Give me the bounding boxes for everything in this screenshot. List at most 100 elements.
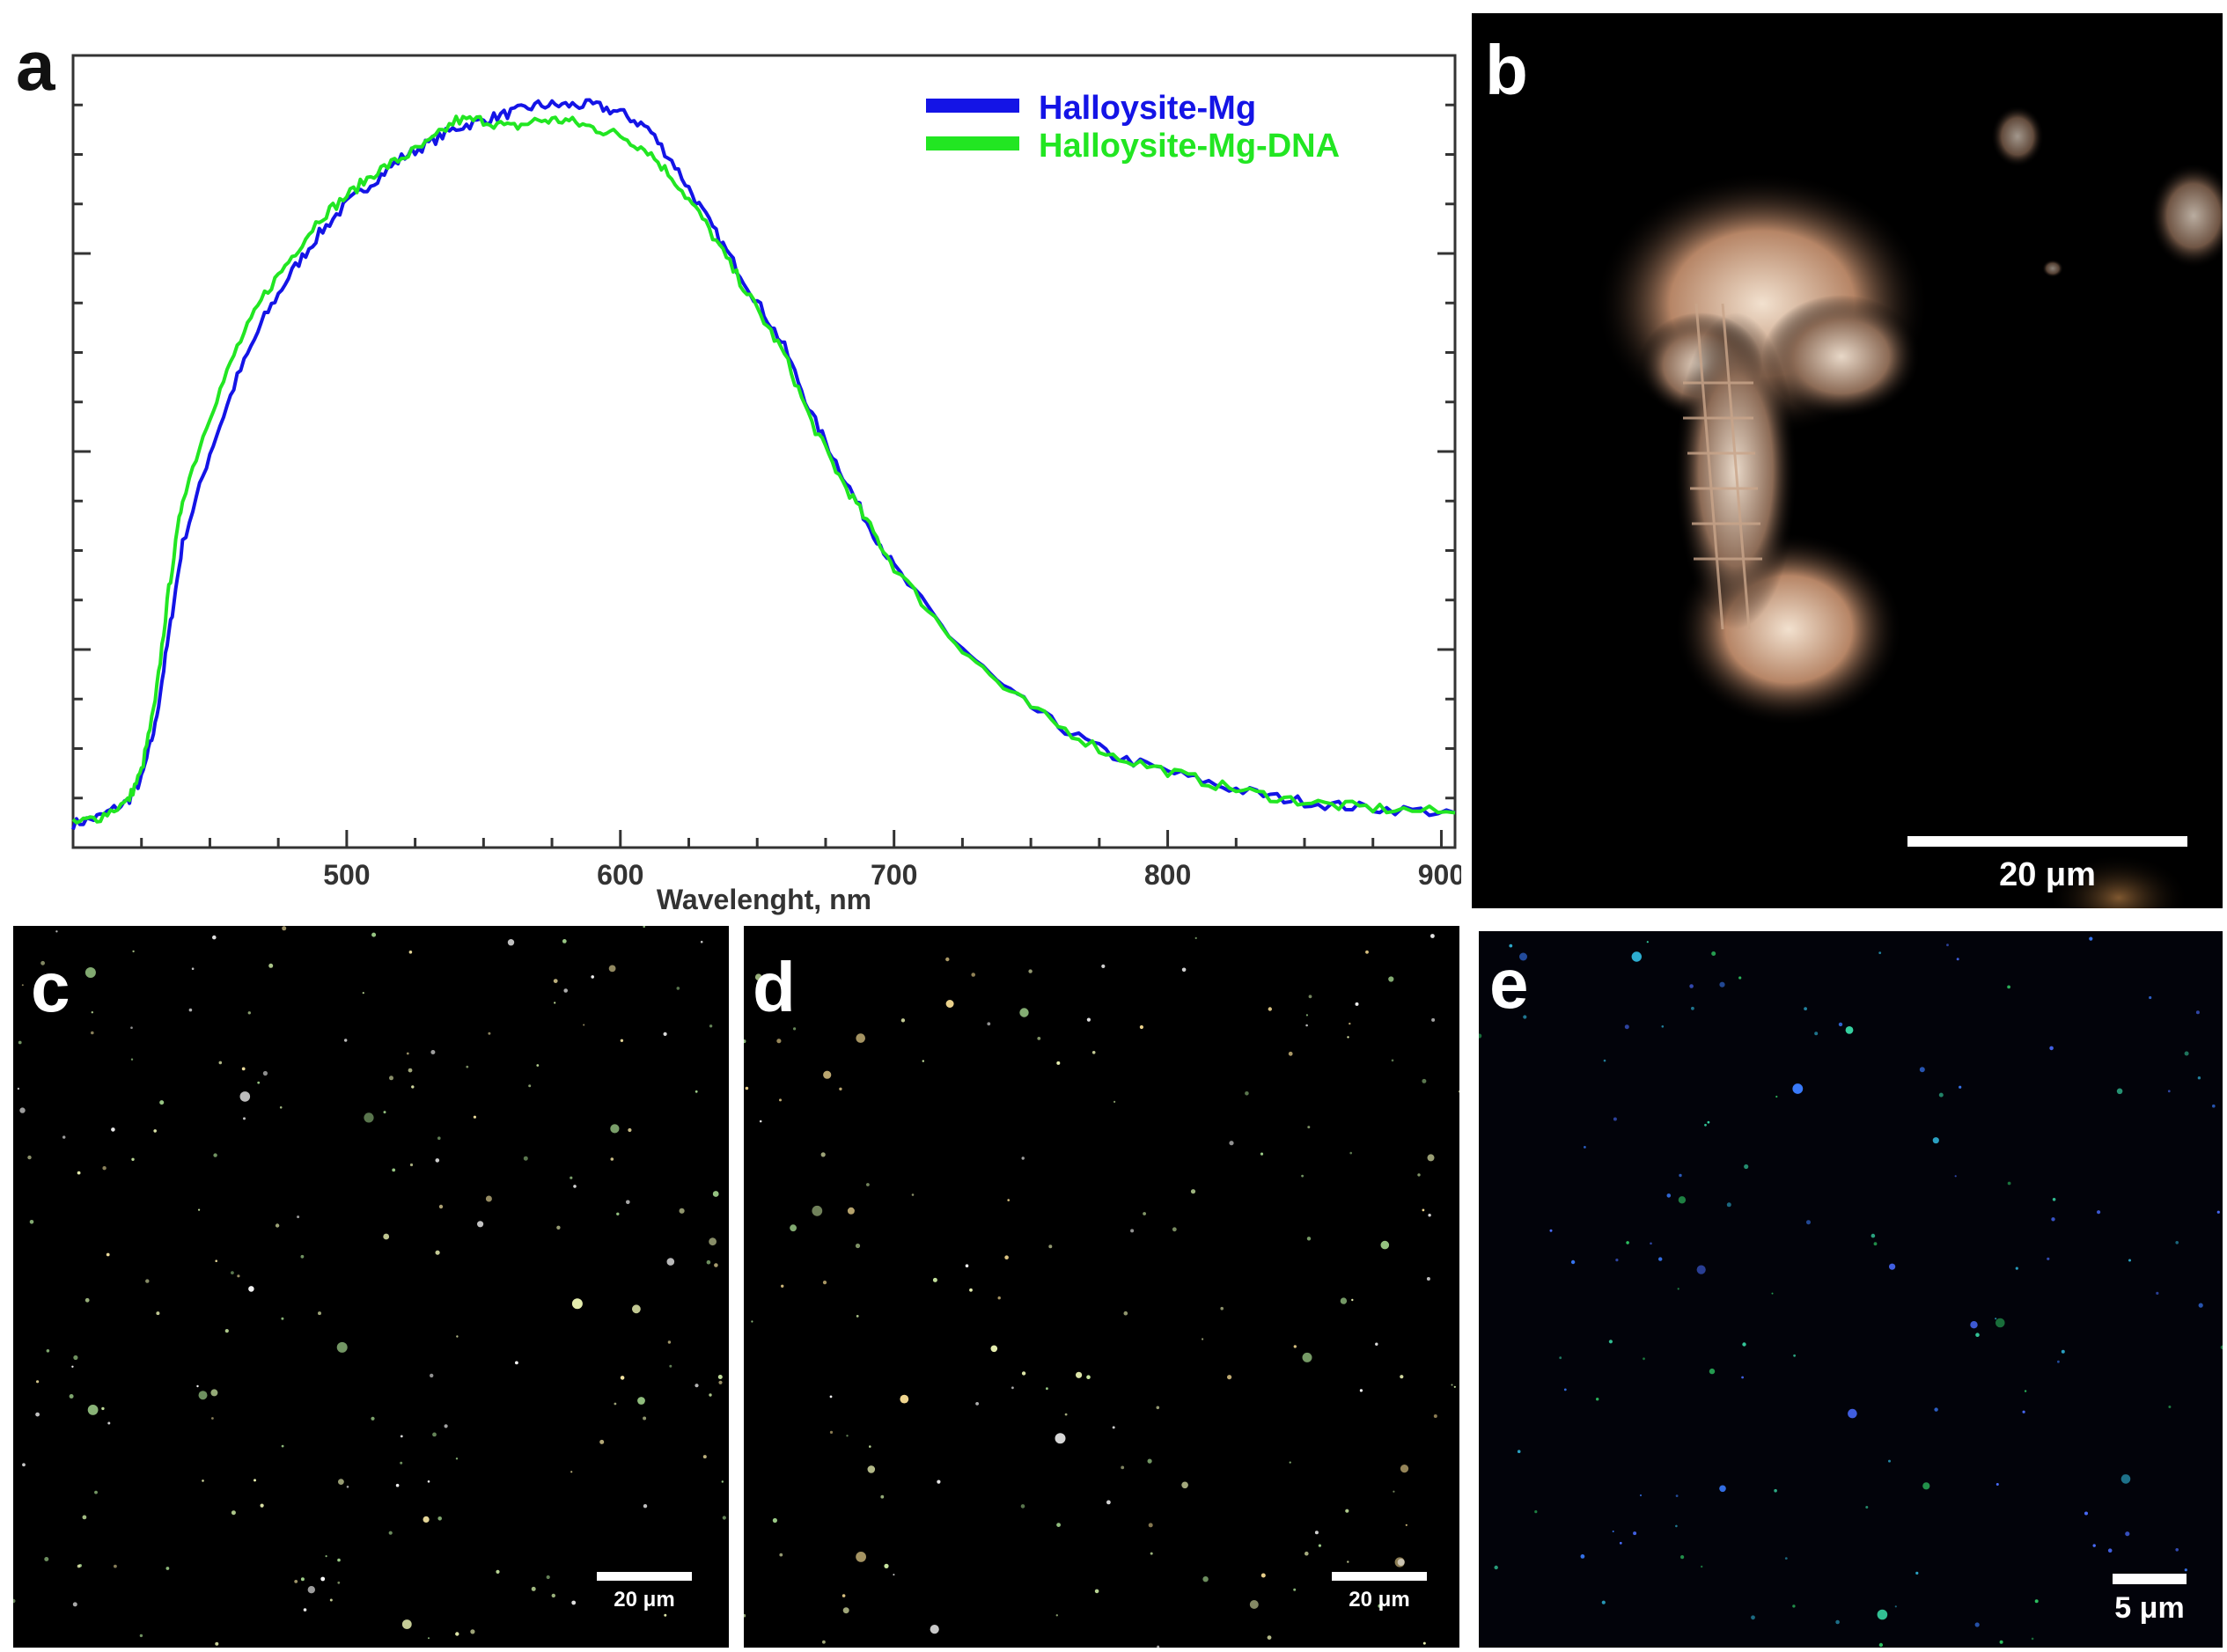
particle <box>281 1444 284 1448</box>
scale-bar-c <box>597 1572 692 1581</box>
particle <box>371 932 377 937</box>
plot-frame <box>71 54 1457 849</box>
particle <box>470 1629 475 1634</box>
particle <box>435 1250 440 1255</box>
particle <box>59 979 62 982</box>
scale-bar-b <box>1907 836 2187 847</box>
particle <box>473 1115 477 1119</box>
particle <box>1056 1061 1061 1065</box>
particle <box>1744 1164 1749 1170</box>
particle <box>1995 1318 1997 1320</box>
scale-bar-d <box>1332 1572 1427 1581</box>
particle <box>1301 1174 1304 1178</box>
particle <box>1922 1482 1930 1490</box>
particle <box>1172 1227 1177 1232</box>
particle <box>1691 1006 1694 1010</box>
particle <box>571 1298 583 1310</box>
particle <box>971 973 975 977</box>
particle <box>213 1153 217 1157</box>
particle <box>1889 1263 1896 1270</box>
particle <box>721 1480 724 1483</box>
particle <box>781 1284 784 1288</box>
particle <box>515 1361 518 1365</box>
particle <box>77 1171 81 1175</box>
particle <box>1249 1600 1259 1609</box>
particle <box>2049 1046 2054 1051</box>
particle <box>1726 1202 1731 1208</box>
particle <box>1422 1078 1427 1083</box>
panel-d-micrograph: d 20 μm <box>744 926 1459 1648</box>
particle <box>29 1220 34 1224</box>
particle <box>1086 1017 1091 1022</box>
particle <box>1157 1645 1160 1648</box>
particle <box>455 1632 459 1636</box>
particle <box>1814 1032 1819 1036</box>
particle <box>1427 1154 1435 1162</box>
particle <box>72 1602 77 1607</box>
particle <box>1738 976 1742 980</box>
particle <box>395 1483 400 1487</box>
particle <box>337 1558 341 1562</box>
particle-field-e <box>1479 936 2223 1648</box>
particle <box>987 1022 991 1026</box>
particle <box>406 1052 409 1055</box>
particle <box>822 1281 827 1285</box>
particle <box>676 987 680 990</box>
particle <box>1428 1214 1431 1217</box>
particle <box>1975 1333 1980 1337</box>
particle <box>383 1111 386 1114</box>
particle <box>1347 1560 1349 1563</box>
particle <box>159 1100 165 1105</box>
particle <box>196 1384 199 1388</box>
particle <box>1650 1242 1652 1245</box>
particle <box>722 1516 726 1520</box>
particle <box>488 1032 491 1035</box>
particle <box>389 1076 393 1081</box>
particle <box>211 1417 214 1420</box>
particle <box>408 951 413 954</box>
particle <box>218 1061 223 1065</box>
particle <box>570 1471 573 1473</box>
particle <box>346 1486 349 1488</box>
panel-label-e: e <box>1489 944 1529 1023</box>
particle <box>2007 1181 2011 1186</box>
particle <box>637 1397 645 1405</box>
particle <box>435 1158 440 1163</box>
particle <box>243 1117 246 1120</box>
particle <box>643 1416 647 1421</box>
particle <box>2034 1599 2039 1604</box>
particle <box>237 1274 240 1278</box>
particle <box>2022 1410 2025 1413</box>
particle <box>427 1480 430 1483</box>
particle <box>1619 1541 1622 1545</box>
particle <box>1306 1237 1312 1241</box>
particle <box>2156 1291 2159 1295</box>
particle <box>1397 1559 1405 1566</box>
particle <box>156 1311 160 1316</box>
particle <box>91 1031 94 1035</box>
particle <box>1639 1494 1643 1497</box>
particle <box>1340 1297 1348 1304</box>
particle <box>1608 1340 1613 1344</box>
scale-label-c: 20 μm <box>614 1588 675 1612</box>
panel-label-c: c <box>31 948 70 1026</box>
particle <box>297 1215 300 1219</box>
particle <box>846 1435 849 1437</box>
particle <box>570 1176 573 1179</box>
particle <box>2061 1349 2065 1354</box>
particle <box>2084 1511 2088 1516</box>
particle <box>663 1032 667 1036</box>
particle <box>430 1050 436 1054</box>
panel-label-a: a <box>16 26 55 105</box>
particle <box>1517 1450 1521 1453</box>
particle <box>717 1375 723 1379</box>
particle <box>2197 1076 2201 1080</box>
particle <box>1711 951 1716 956</box>
particle <box>241 1067 246 1071</box>
particle <box>2175 1241 2179 1245</box>
particle <box>1112 1426 1115 1429</box>
particle <box>822 1640 826 1644</box>
particle <box>1612 1531 1614 1532</box>
particle <box>553 979 558 983</box>
particle <box>2052 1198 2056 1201</box>
